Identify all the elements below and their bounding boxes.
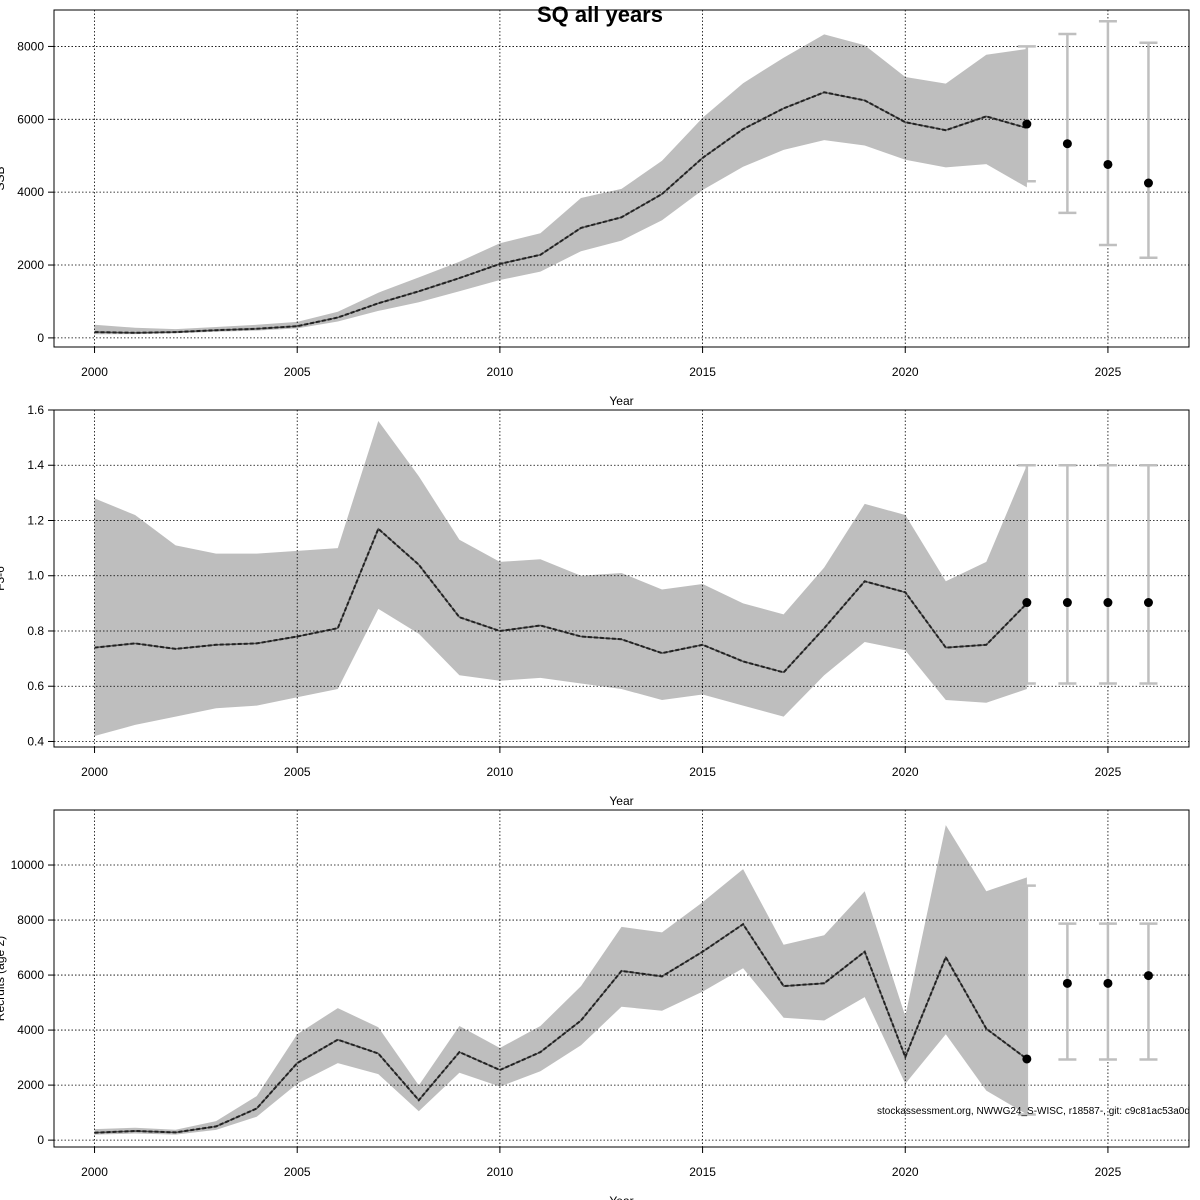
y-axis-label: F3-6 bbox=[0, 566, 7, 591]
x-tick-label: 2000 bbox=[81, 1165, 108, 1179]
y-tick-label: 8000 bbox=[17, 39, 44, 53]
y-axis-label: SSB bbox=[0, 166, 7, 190]
chart-title: SQ all years bbox=[537, 2, 663, 27]
y-tick-label: 4000 bbox=[17, 185, 44, 199]
y-tick-label: 10000 bbox=[11, 858, 45, 872]
forecast-point bbox=[1103, 159, 1113, 169]
y-tick-label: 0 bbox=[37, 1133, 44, 1147]
forecast-point bbox=[1143, 598, 1153, 608]
x-tick-label: 2020 bbox=[892, 365, 919, 379]
forecast-point bbox=[1062, 139, 1072, 149]
x-tick-label: 2025 bbox=[1095, 765, 1122, 779]
plot-frame bbox=[53, 9, 1190, 348]
y-tick-label: 1.2 bbox=[27, 513, 44, 527]
y-tick-label: 6000 bbox=[17, 968, 44, 982]
x-tick-label: 2020 bbox=[892, 1165, 919, 1179]
forecast-point bbox=[1022, 598, 1032, 608]
forecast-point bbox=[1103, 978, 1113, 988]
y-tick-label: 2000 bbox=[17, 258, 44, 272]
panel-ssb: 2000 2005 2010 2015 2020 2025 Year 0 2000 4000 600… bbox=[0, 9, 1190, 408]
estimate-line-dashed bbox=[94, 91, 1028, 334]
forecast-point bbox=[1143, 971, 1153, 981]
forecast-point bbox=[1022, 119, 1032, 129]
plot-frame bbox=[53, 409, 1190, 748]
plot-frame bbox=[53, 809, 1190, 1148]
y-tick-label: 0 bbox=[37, 331, 44, 345]
x-tick-label: 2005 bbox=[284, 365, 311, 379]
estimate-line-dashed bbox=[94, 922, 1028, 1134]
x-tick-label: 2010 bbox=[487, 765, 514, 779]
y-tick-label: 1.6 bbox=[27, 403, 44, 417]
y-tick-label: 0.4 bbox=[27, 734, 44, 748]
y-tick-label: 4000 bbox=[17, 1023, 44, 1037]
panel-recruits: 2000 2005 2010 2015 2020 2025 Year 0 2000 4000 600… bbox=[0, 809, 1190, 1200]
y-tick-label: 2000 bbox=[17, 1078, 44, 1092]
x-tick-label: 2025 bbox=[1095, 365, 1122, 379]
y-tick-label: 0.8 bbox=[27, 624, 44, 638]
x-tick-label: 2010 bbox=[487, 1165, 514, 1179]
y-tick-label: 8000 bbox=[17, 913, 44, 927]
forecast-point bbox=[1103, 598, 1113, 608]
x-tick-label: 2010 bbox=[487, 365, 514, 379]
footer-credit: stockassessment.org, NWWG24_S-WISC, r185… bbox=[877, 1106, 1190, 1117]
x-axis-label: Year bbox=[609, 394, 633, 408]
forecast-point bbox=[1062, 598, 1072, 608]
forecast-point bbox=[1143, 178, 1153, 188]
x-tick-label: 2025 bbox=[1095, 1165, 1122, 1179]
panel-fbar: 2000 2005 2010 2015 2020 2025 Year 0.4 0.6 0.8 1.0… bbox=[0, 403, 1190, 808]
forecast-point bbox=[1022, 1054, 1032, 1064]
confidence-band bbox=[94, 34, 1027, 335]
x-tick-label: 2015 bbox=[689, 365, 716, 379]
y-axis-label: Recruits (age 2) bbox=[0, 936, 7, 1021]
confidence-band bbox=[94, 421, 1027, 736]
y-tick-label: 1.4 bbox=[27, 458, 44, 472]
x-tick-label: 2020 bbox=[892, 765, 919, 779]
x-tick-label: 2005 bbox=[284, 1165, 311, 1179]
x-axis-label: Year bbox=[609, 1194, 633, 1200]
estimate-line-dashed bbox=[94, 527, 1028, 674]
x-tick-label: 2015 bbox=[689, 1165, 716, 1179]
x-axis-label: Year bbox=[609, 794, 633, 808]
confidence-band bbox=[94, 825, 1027, 1135]
x-tick-label: 2000 bbox=[81, 365, 108, 379]
x-tick-label: 2005 bbox=[284, 765, 311, 779]
x-tick-label: 2000 bbox=[81, 765, 108, 779]
x-tick-label: 2015 bbox=[689, 765, 716, 779]
y-tick-label: 0.6 bbox=[27, 679, 44, 693]
forecast-point bbox=[1062, 978, 1072, 988]
y-tick-label: 1.0 bbox=[27, 569, 44, 583]
y-tick-label: 6000 bbox=[17, 112, 44, 126]
